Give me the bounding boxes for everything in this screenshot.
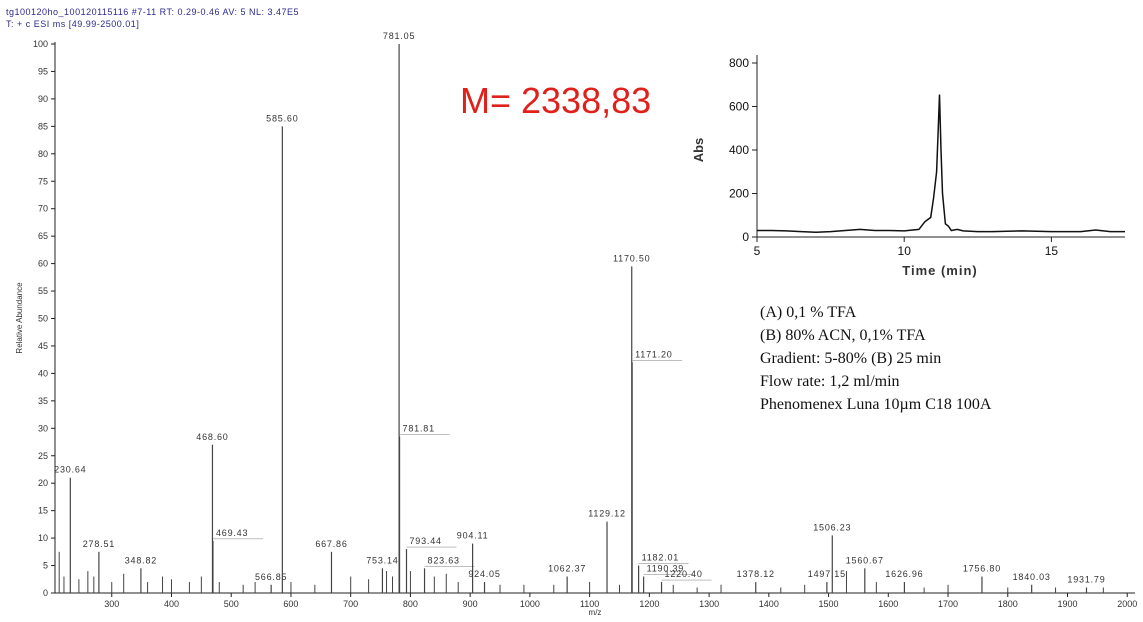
y-tick-label: 55 <box>38 286 48 296</box>
peak-label: 278.51 <box>83 539 115 549</box>
x-tick-label: 15 <box>1045 244 1059 258</box>
y-tick-label: 10 <box>38 533 48 543</box>
y-tick-label: 75 <box>38 176 48 186</box>
x-tick-label: 1100 <box>580 599 599 609</box>
x-tick-label: 5 <box>754 244 761 258</box>
x-tick-label: 1300 <box>699 599 719 609</box>
x-tick-label: 300 <box>104 599 119 609</box>
x-tick-label: 800 <box>403 599 418 609</box>
y-tick-label: 800 <box>729 56 749 70</box>
method-line: (A) 0,1 % TFA <box>760 304 857 321</box>
y-tick-label: 65 <box>38 231 48 241</box>
x-tick-label: 400 <box>164 599 179 609</box>
peak-label: 468.60 <box>196 432 228 442</box>
x-tick-label: 1400 <box>759 599 779 609</box>
y-tick-label: 35 <box>38 396 48 406</box>
x-tick-label: 2000 <box>1117 599 1137 609</box>
x-tick-label: 10 <box>898 244 912 258</box>
peak-label: 469.43 <box>216 528 248 538</box>
peak-label: 1840.03 <box>1013 572 1051 582</box>
x-tick-label: 900 <box>463 599 478 609</box>
method-line: Gradient: 5-80% (B) 25 min <box>760 350 941 367</box>
peak-label: 823.63 <box>428 555 460 565</box>
chromatogram-line <box>757 94 1125 233</box>
y-tick-label: 20 <box>38 478 48 488</box>
x-tick-label: 1600 <box>878 599 898 609</box>
peak-label: 585.60 <box>266 113 298 123</box>
x-tick-label: 1000 <box>520 599 540 609</box>
y-tick-label: 40 <box>38 368 48 378</box>
x-tick-label: 1200 <box>639 599 659 609</box>
peak-label: 1497.15 <box>808 569 846 579</box>
peak-label: 753.14 <box>366 555 398 565</box>
peak-label: 1220.40 <box>665 569 703 579</box>
peak-label: 1129.12 <box>588 509 625 519</box>
x-axis-label: m/z <box>589 608 602 617</box>
peak-label: 781.81 <box>403 424 435 434</box>
y-tick-label: 0 <box>742 230 749 244</box>
peak-label: 924.05 <box>468 569 500 579</box>
peak-label: 667.86 <box>315 539 347 549</box>
annotation: M= 2338,83 <box>460 80 651 121</box>
y-tick-label: 50 <box>38 314 48 324</box>
y-tick-label: 100 <box>33 39 48 49</box>
method-line: (B) 80% ACN, 0,1% TFA <box>760 327 926 344</box>
peak-label: 1182.01 <box>642 553 679 563</box>
peak-label: 348.82 <box>125 555 157 565</box>
peak-label: 1062.37 <box>548 564 586 574</box>
x-tick-label: 700 <box>343 599 358 609</box>
y-tick-label: 5 <box>43 561 48 571</box>
y-tick-label: 95 <box>38 66 48 76</box>
y-tick-label: 30 <box>38 423 48 433</box>
y-tick-label: 45 <box>38 341 48 351</box>
y-tick-label: 0 <box>43 588 48 598</box>
peak-label: 1931.79 <box>1067 575 1105 585</box>
peak-label: 904.11 <box>457 531 489 541</box>
x-axis-label: Time (min) <box>902 263 978 278</box>
y-axis-label: Abs <box>691 138 706 163</box>
peak-label: 1171.20 <box>635 349 672 359</box>
peak-label: 781.05 <box>383 31 415 41</box>
x-tick-label: 1700 <box>938 599 958 609</box>
peak-label: 1190.39 <box>647 564 684 574</box>
peak-label: 1506.23 <box>813 522 851 532</box>
peak-label: 793.44 <box>410 536 442 546</box>
x-tick-label: 1500 <box>819 599 839 609</box>
x-tick-label: 500 <box>224 599 239 609</box>
y-tick-label: 80 <box>38 149 48 159</box>
method-line: Flow rate: 1,2 ml/min <box>760 373 900 390</box>
y-tick-label: 85 <box>38 121 48 131</box>
header-line: T: + c ESI ms [49.99-2500.01] <box>6 19 139 29</box>
peak-label: 1626.96 <box>885 569 923 579</box>
peak-label: 1560.67 <box>846 555 884 565</box>
peak-label: 230.64 <box>54 465 86 475</box>
x-tick-label: 600 <box>283 599 298 609</box>
peak-label: 566.85 <box>255 572 287 582</box>
x-tick-label: 1800 <box>998 599 1018 609</box>
method-line: Phenomenex Luna 10µm C18 100A <box>760 396 992 413</box>
peak-label: 1170.50 <box>613 253 650 263</box>
y-tick-label: 400 <box>729 143 749 157</box>
peak-label: 1378.12 <box>737 569 775 579</box>
x-tick-label: 1900 <box>1057 599 1077 609</box>
y-tick-label: 90 <box>38 94 48 104</box>
peak-label: 1756.80 <box>963 564 1001 574</box>
header-line: tg100120ho_100120115116 #7-11 RT: 0.29-0… <box>6 7 299 17</box>
y-tick-label: 15 <box>38 506 48 516</box>
y-tick-label: 25 <box>38 451 48 461</box>
y-tick-label: 200 <box>729 187 749 201</box>
y-tick-label: 70 <box>38 204 48 214</box>
y-tick-label: 60 <box>38 259 48 269</box>
y-tick-label: 600 <box>729 100 749 114</box>
y-axis-label: Relative Abundance <box>15 282 24 354</box>
